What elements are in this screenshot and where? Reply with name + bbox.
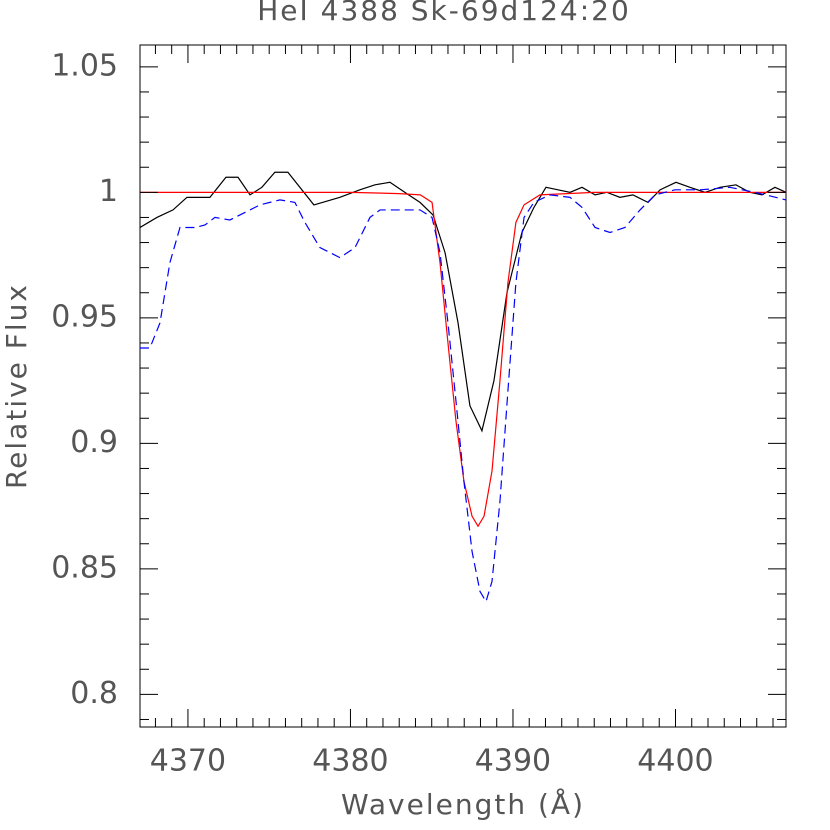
y-tick-label: 1.05 xyxy=(51,48,118,83)
y-tick-label: 0.8 xyxy=(70,676,118,711)
series-line xyxy=(140,186,786,603)
y-tick-label: 0.95 xyxy=(51,299,118,334)
x-axis-label: Wavelength (Å) xyxy=(341,787,585,821)
x-tick-label: 4370 xyxy=(150,744,226,779)
y-tick-label: 0.9 xyxy=(70,425,118,460)
y-tick-label: 1 xyxy=(99,174,118,209)
y-axis-label: Relative Flux xyxy=(0,283,33,489)
x-tick-label: 4400 xyxy=(637,744,713,779)
x-tick-label: 4390 xyxy=(475,744,551,779)
plot-frame xyxy=(139,44,787,728)
series-line xyxy=(140,191,786,528)
y-tick-label: 0.85 xyxy=(51,550,118,585)
x-tick-label: 4380 xyxy=(312,744,388,779)
series-line xyxy=(140,171,786,433)
plot-area xyxy=(140,171,786,603)
chart-title: HeI 4388 Sk-69d124:20 xyxy=(257,0,631,27)
